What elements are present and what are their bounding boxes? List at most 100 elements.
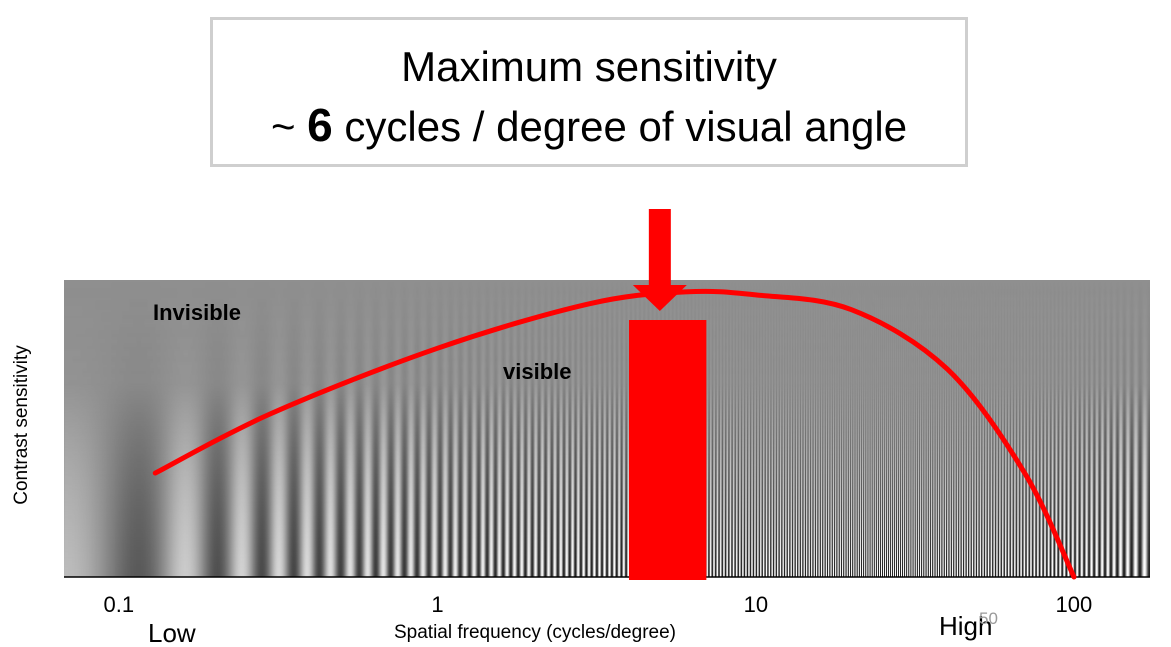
grating-stripe [866, 280, 868, 577]
grating-stripe [113, 280, 115, 577]
grating-stripe [955, 280, 957, 577]
grating-stripe [503, 280, 505, 577]
grating-stripe [1038, 280, 1040, 577]
grating-stripe [276, 280, 278, 577]
grating-stripe [500, 280, 502, 577]
grating-stripe [284, 280, 286, 577]
grating-stripe [975, 280, 977, 577]
grating-stripe [528, 280, 530, 577]
grating-stripe [480, 280, 482, 577]
grating-stripe [590, 280, 592, 577]
grating-stripe [195, 280, 197, 577]
grating-stripe [1065, 280, 1067, 577]
grating-stripe [482, 280, 484, 577]
grating-stripe [197, 280, 199, 577]
grating-stripe [255, 280, 257, 577]
grating-stripe [1014, 280, 1016, 577]
grating-stripe [1097, 280, 1099, 577]
grating-stripe [831, 280, 833, 577]
grating-stripe [397, 280, 399, 577]
grating-stripe [870, 280, 872, 577]
grating-stripe [151, 280, 153, 577]
grating-stripe [936, 280, 938, 577]
grating-stripe [302, 280, 304, 577]
grating-stripe [348, 280, 350, 577]
grating-stripe [319, 280, 321, 577]
grating-stripe [741, 280, 743, 577]
grating-stripe [904, 280, 906, 577]
grating-stripe [81, 280, 83, 577]
grating-stripe [762, 280, 764, 577]
grating-stripe [930, 280, 932, 577]
grating-stripe [174, 280, 176, 577]
grating-stripe [273, 280, 275, 577]
x-tick-label: 100 [1055, 592, 1093, 617]
grating-stripe [819, 280, 821, 577]
grating-stripe [908, 280, 910, 577]
grating-stripe [124, 280, 126, 577]
grating-stripe [999, 280, 1001, 577]
grating-stripe [303, 280, 305, 577]
grating-stripe [94, 280, 96, 577]
grating-stripe [1107, 280, 1109, 577]
grating-stripe [858, 280, 860, 577]
grating-stripe [864, 280, 866, 577]
grating-stripe [289, 280, 291, 577]
grating-stripe [219, 280, 221, 577]
grating-stripe [785, 280, 787, 577]
grating-stripe [565, 280, 567, 577]
grating-stripe [1113, 280, 1115, 577]
grating-stripe [903, 280, 905, 577]
grating-stripe [347, 280, 349, 577]
grating-stripe [589, 280, 591, 577]
grating-stripe [395, 280, 397, 577]
grating-stripe [135, 280, 137, 577]
grating-stripe [748, 280, 750, 577]
grating-stripe [387, 280, 389, 577]
grating-stripe [783, 280, 785, 577]
grating-stripe [913, 280, 915, 577]
grating-stripe [530, 280, 532, 577]
grating-stripe [320, 280, 322, 577]
grating-stripe [427, 280, 429, 577]
grating-stripe [1073, 280, 1075, 577]
grating-stripe [842, 280, 844, 577]
grating-stripe [156, 280, 158, 577]
grating-stripe [724, 280, 726, 577]
grating-stripe [1047, 280, 1049, 577]
grating-stripe [717, 280, 719, 577]
grating-stripe [216, 280, 218, 577]
grating-stripe [1053, 280, 1055, 577]
grating-stripe [778, 280, 780, 577]
grating-stripe [253, 280, 255, 577]
grating-stripe [1090, 280, 1092, 577]
grating-stripe [792, 280, 794, 577]
grating-stripe [902, 280, 904, 577]
grating-stripe [934, 280, 936, 577]
grating-stripe [840, 280, 842, 577]
grating-stripe [200, 280, 202, 577]
grating-stripe [836, 280, 838, 577]
grating-stripe [355, 280, 357, 577]
y-axis-label: Contrast sensitivity [11, 345, 32, 505]
grating-stripe [1011, 280, 1013, 577]
grating-stripe [388, 280, 390, 577]
grating-stripe [1046, 280, 1048, 577]
grating-stripe [1004, 280, 1006, 577]
grating-stripe [945, 280, 947, 577]
grating-stripe [910, 280, 912, 577]
grating-stripe [281, 280, 283, 577]
grating-stripe [213, 280, 215, 577]
grating-stripe [789, 280, 791, 577]
grating-stripe [130, 280, 132, 577]
grating-stripe [1032, 280, 1034, 577]
grating-stripe [544, 280, 546, 577]
grating-stripe [1139, 280, 1141, 577]
grating-stripe [401, 280, 403, 577]
grating-stripe [839, 280, 841, 577]
grating-stripe [1146, 280, 1148, 577]
grating-stripe [990, 280, 992, 577]
grating-stripe [965, 280, 967, 577]
grating-stripe [563, 280, 565, 577]
grating-stripe [768, 280, 770, 577]
